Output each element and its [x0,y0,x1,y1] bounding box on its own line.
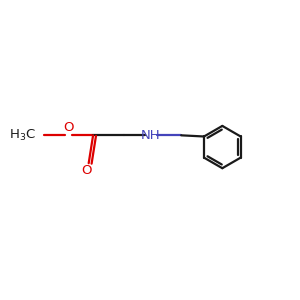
Text: O: O [63,122,74,134]
Text: H$_3$C: H$_3$C [9,128,36,143]
Text: O: O [81,164,92,177]
Text: NH: NH [141,129,160,142]
